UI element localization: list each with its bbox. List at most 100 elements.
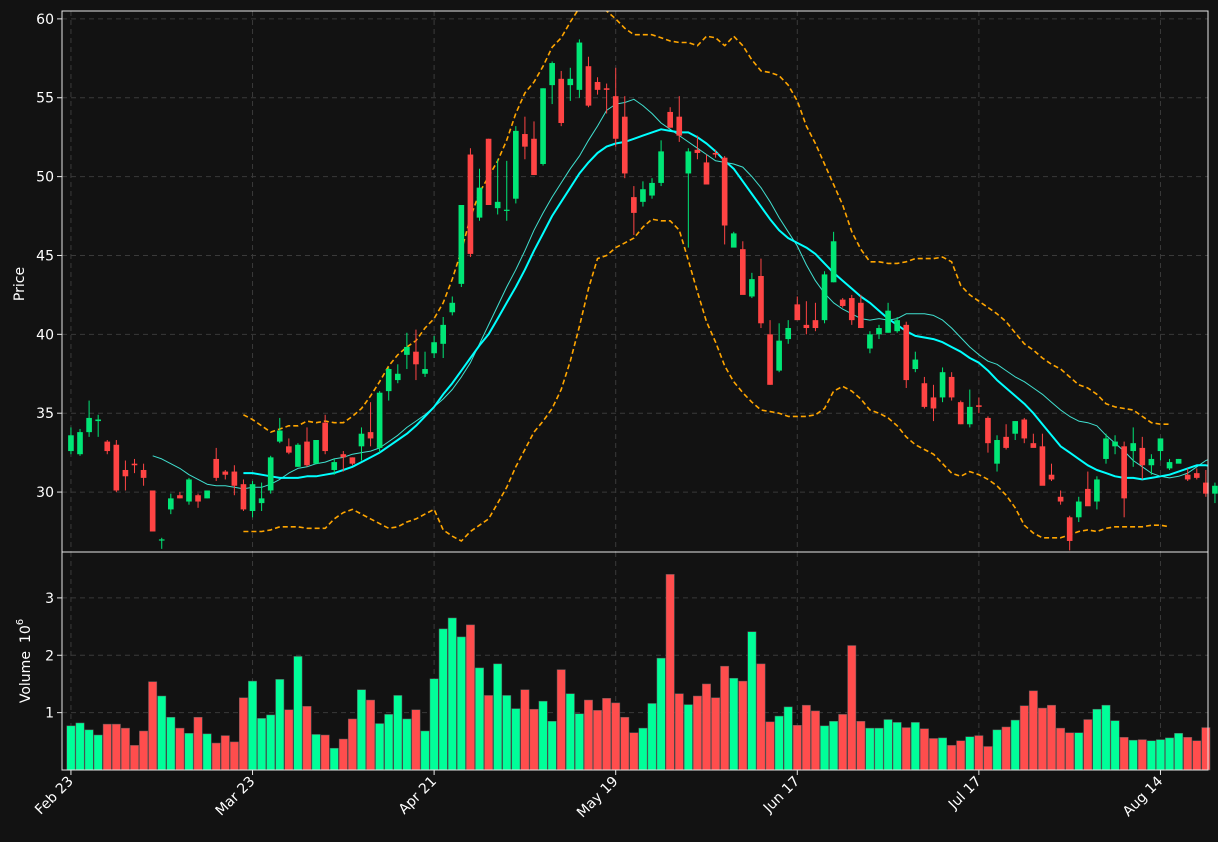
candle-body	[503, 209, 510, 211]
volume-bar	[1047, 704, 1056, 771]
volume-bar	[711, 697, 721, 771]
candle-body	[158, 539, 165, 541]
candle-body	[1075, 501, 1082, 518]
volume-bar	[529, 708, 539, 771]
price-tick-label: 60	[36, 12, 54, 28]
volume-tick-label: 3	[45, 591, 54, 607]
candle-body	[739, 249, 746, 295]
volume-bar	[1146, 740, 1156, 771]
volume-bar	[320, 734, 330, 771]
volume-bar	[765, 721, 775, 771]
candle-body	[649, 182, 655, 196]
volume-bar	[66, 725, 76, 771]
candle-body	[585, 66, 592, 106]
volume-bar	[1065, 732, 1075, 771]
volume-bar	[1137, 739, 1147, 771]
ma-long-line	[243, 128, 1208, 481]
candle-body	[1048, 474, 1055, 480]
volume-bar	[130, 745, 139, 771]
candle-body	[1103, 438, 1109, 459]
candle-body	[1148, 458, 1155, 466]
volume-axis-unit: 10	[18, 625, 34, 643]
candle-body	[930, 397, 937, 409]
volume-bar	[865, 727, 875, 771]
volume-bar	[229, 741, 239, 771]
candle-body	[340, 454, 347, 458]
bollinger-bands	[243, 11, 1170, 542]
volume-bar	[929, 738, 938, 771]
candle-body	[939, 372, 946, 398]
volume-bar	[1038, 707, 1047, 771]
candle-body	[858, 302, 864, 329]
candle-body	[703, 162, 710, 185]
volume-bar	[393, 695, 403, 771]
price-grid	[62, 11, 1208, 552]
candle-body	[1057, 496, 1064, 502]
candle-body	[204, 490, 210, 499]
volume-bar	[502, 695, 512, 771]
volume-bar	[593, 710, 602, 771]
candle-body	[494, 201, 501, 209]
candle-body	[476, 187, 483, 218]
volume-bar	[466, 624, 475, 771]
volume-bar	[638, 727, 648, 771]
candle-body	[304, 441, 310, 466]
candle-body	[1139, 447, 1146, 466]
candle-body	[676, 116, 683, 136]
volume-bar	[838, 714, 848, 771]
volume-bar	[75, 722, 85, 771]
candle-body	[957, 402, 964, 425]
candle-body	[1094, 479, 1100, 502]
candle-body	[394, 373, 401, 381]
candle-body	[603, 88, 610, 90]
volume-bar	[1165, 737, 1174, 771]
candle-body	[1085, 488, 1091, 507]
candle-body	[830, 241, 837, 283]
volume-bar	[674, 693, 684, 771]
volume-bar	[166, 716, 176, 771]
candle-body	[1021, 419, 1028, 439]
volume-bar	[1110, 720, 1120, 771]
volume-bar	[647, 703, 657, 771]
volume-bar	[120, 727, 130, 771]
candle-body	[449, 302, 456, 313]
candle-body	[276, 430, 283, 442]
volume-bar	[738, 680, 748, 771]
volume-bar	[992, 729, 1002, 771]
volume-bar	[629, 732, 639, 771]
volume-bar	[493, 663, 503, 771]
volume-bar	[311, 734, 321, 771]
candle-body	[966, 406, 973, 425]
candle-body	[1166, 462, 1173, 469]
candle-body	[431, 342, 437, 354]
volume-bar	[438, 628, 448, 771]
candle-body	[794, 304, 801, 321]
volume-bar	[983, 746, 993, 771]
candle-body	[558, 78, 565, 123]
volume-bar	[511, 708, 521, 771]
candle-body	[240, 484, 247, 510]
volume-bar	[338, 738, 348, 771]
volume-bar	[211, 742, 221, 771]
candle-body	[658, 151, 664, 183]
candle-body	[367, 432, 374, 439]
volume-bar	[611, 702, 621, 771]
price-axis-title: Price	[12, 267, 28, 301]
candle-body	[1193, 473, 1200, 478]
candle-body	[667, 111, 673, 128]
volume-bar	[974, 735, 984, 771]
volume-tick-label: 2	[45, 648, 54, 664]
candle-body	[921, 383, 928, 407]
volume-bar	[847, 645, 857, 771]
volume-bar	[956, 740, 966, 771]
candle-body	[685, 151, 692, 174]
candle-body	[385, 369, 392, 392]
candle-body	[1012, 421, 1019, 434]
candle-body	[721, 157, 728, 226]
volume-bar	[1192, 740, 1202, 771]
candle-body	[149, 490, 156, 532]
price-tick-label: 45	[36, 248, 54, 264]
candle-body	[758, 275, 764, 324]
candle-body	[177, 495, 183, 499]
